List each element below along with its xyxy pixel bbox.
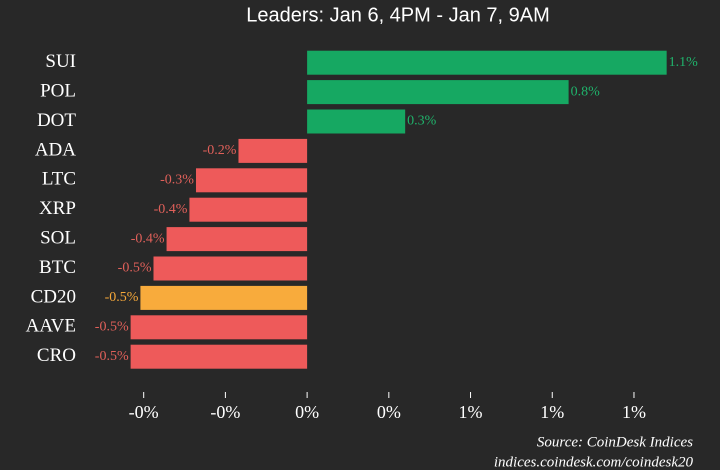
y-tick-label: CRO [37,345,76,366]
bar [307,50,667,75]
value-label: -0.5% [105,290,139,305]
y-tick-label: DOT [37,110,76,131]
y-tick-label: CD20 [31,286,76,307]
bar [166,227,308,252]
y-tick-label: AAVE [26,316,76,337]
bar [307,109,406,134]
value-label: 0.3% [407,114,437,129]
y-tick-label: SOL [40,227,76,248]
value-label: -0.5% [95,320,129,335]
y-tick-label: LTC [42,169,76,190]
y-tick-label: POL [40,80,76,101]
bar [189,197,308,222]
value-label: -0.5% [95,349,129,364]
value-label: -0.4% [131,231,165,246]
x-tick-label: 1% [622,402,646,422]
y-tick-label: XRP [39,198,76,219]
x-tick-label: -0% [210,402,240,422]
bar [307,80,569,105]
source: Source: CoinDesk Indices [537,434,693,450]
y-tick-label: BTC [39,257,76,278]
bar [238,138,308,163]
bar [153,256,308,281]
bar [195,168,308,193]
x-tick-label: -0% [129,402,159,422]
x-tick-label: 0% [377,402,401,422]
y-tick-label: SUI [45,51,76,72]
value-label: -0.5% [118,261,152,276]
bar [130,315,308,340]
value-label: -0.4% [154,202,188,217]
value-label: 1.1% [669,55,699,70]
value-label: -0.2% [203,143,237,158]
x-tick-label: 1% [459,402,483,422]
value-label: -0.3% [160,173,194,188]
chart-subtitle: Leaders: Jan 6, 4PM - Jan 7, 9AM [246,4,550,26]
bar [130,344,308,369]
x-tick-label: 0% [295,402,319,422]
bar [140,285,308,310]
y-tick-label: ADA [35,139,76,160]
x-tick-label: 1% [540,402,564,422]
source-url: indices.coindesk.com/coindesk20 [494,454,694,470]
value-label: 0.8% [571,84,601,99]
